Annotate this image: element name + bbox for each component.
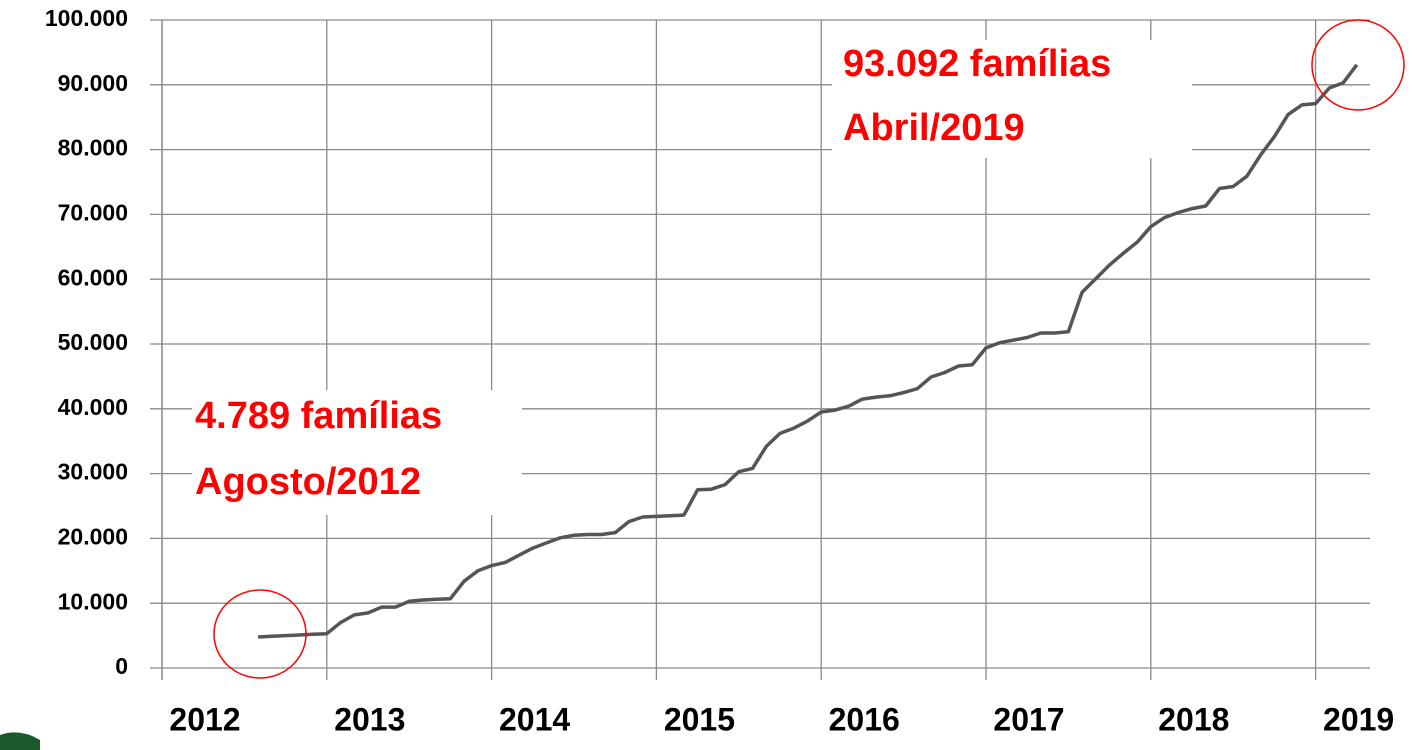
x-tick-label: 2012 xyxy=(169,701,240,737)
data-line xyxy=(257,63,1359,639)
y-tick-label: 20.000 xyxy=(58,523,128,549)
annotation: 4.789 famílias xyxy=(195,395,442,437)
y-tick-label: 90.000 xyxy=(58,70,128,96)
y-tick-label: 70.000 xyxy=(58,199,128,225)
x-tick-label: 2015 xyxy=(664,701,735,737)
y-tick-label: 50.000 xyxy=(58,329,128,355)
x-tick-label: 2018 xyxy=(1158,701,1229,737)
x-tick-label: 2017 xyxy=(993,701,1064,737)
annotation: Abril/2019 xyxy=(843,107,1025,149)
corner-decoration xyxy=(0,732,40,750)
x-tick-label: 2014 xyxy=(499,701,570,737)
y-tick-label: 100.000 xyxy=(45,5,128,31)
y-tick-label: 10.000 xyxy=(58,588,128,614)
x-tick-label: 2016 xyxy=(829,701,900,737)
x-tick-label: 2019 xyxy=(1323,701,1394,737)
highlight-circle xyxy=(213,589,307,679)
highlight-circle xyxy=(1311,19,1405,111)
annotation-background xyxy=(832,40,1192,158)
y-tick-label: 40.000 xyxy=(58,394,128,420)
annotation-background xyxy=(192,390,522,515)
x-tick-label: 2013 xyxy=(334,701,405,737)
annotation: Agosto/2012 xyxy=(195,461,421,503)
y-tick-label: 30.000 xyxy=(58,459,128,485)
y-tick-label: 80.000 xyxy=(58,135,128,161)
y-tick-label: 0 xyxy=(115,653,128,679)
y-tick-label: 60.000 xyxy=(58,264,128,290)
annotation: 93.092 famílias xyxy=(843,43,1111,85)
